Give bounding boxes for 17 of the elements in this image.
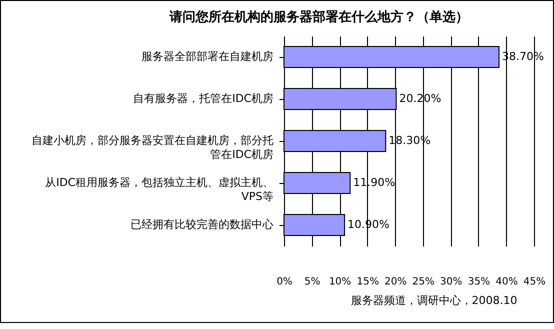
x-tick-label: 30% [440, 276, 462, 288]
x-tick-label: 40% [496, 276, 518, 288]
x-tick-label: 45% [523, 276, 546, 288]
x-tick-label: 35% [468, 276, 490, 288]
y-tick-label: 服务器全部部署在自建机房 [142, 50, 274, 63]
x-tick-label: 0% [276, 276, 292, 288]
y-tick-label: 从IDC租用服务器，包括独立主机、虚拟主机、VPS等 [45, 176, 274, 203]
text: 服务器频道，调研中心，2008.10 [350, 294, 518, 307]
x-tick-label: 20% [384, 276, 407, 288]
x-tick-label: 15% [356, 276, 379, 288]
y-tick-label: 已经拥有比较完善的数据中心 [130, 218, 274, 231]
y-tick-label: 自建小机房，部分服务器安置在自建机房，部分托管在IDC机房 [32, 134, 274, 161]
chart-title: 请问您所在机构的服务器部署在什么地方？（单选） [168, 9, 468, 25]
x-tick-label: 25% [412, 276, 435, 288]
x-tick-label: 5% [304, 276, 320, 288]
y-tick-label: 自有服务器，托管在IDC机房 [133, 92, 274, 105]
x-tick-label: 10% [328, 276, 352, 288]
